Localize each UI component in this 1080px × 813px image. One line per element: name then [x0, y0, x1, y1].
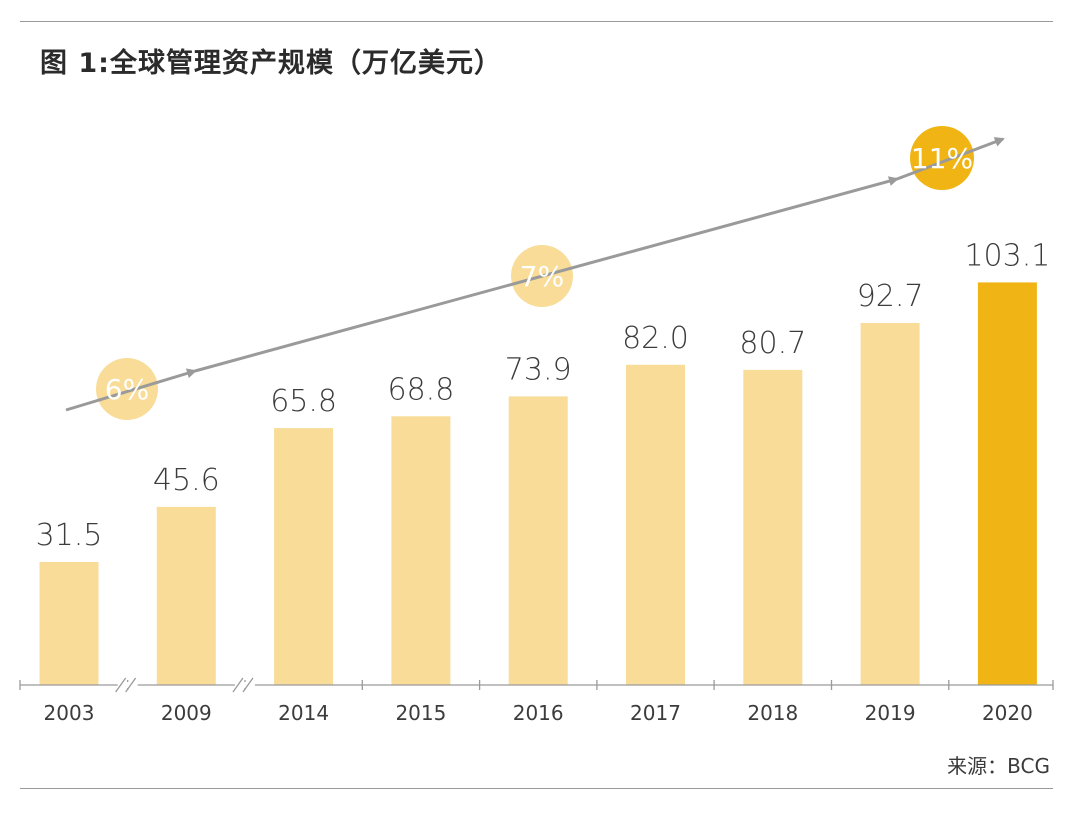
growth-rate-circle-1	[96, 358, 158, 420]
x-tick-label-2014: 2014	[278, 701, 329, 725]
bar-2015	[391, 416, 451, 685]
x-tick-label-2009: 2009	[161, 701, 212, 725]
bar-2003	[39, 562, 99, 685]
growth-trend: 6% 7% 11%	[65, 126, 1005, 420]
value-label-2019: 92.7	[857, 279, 924, 314]
top-rule	[20, 21, 1053, 22]
x-tick-label-2020: 2020	[982, 701, 1033, 725]
axis-break-2009	[232, 677, 255, 693]
chart-title: 图 1:全球管理资产规模（万亿美元）	[40, 48, 502, 79]
growth-arrow-3	[896, 137, 1005, 181]
x-tick-label-2019: 2019	[865, 701, 916, 725]
x-tick-label-2017: 2017	[630, 701, 681, 725]
value-label-2014: 65.8	[270, 384, 337, 419]
bars-layer: 31.5 45.6 65.8 68.8 73.9 82.0 80.7 92.7 103.1	[36, 238, 1050, 685]
growth-arrow-1	[65, 368, 197, 412]
value-label-2009: 45.6	[153, 463, 220, 498]
x-tick-label-2016: 2016	[513, 701, 564, 725]
bar-2014	[274, 428, 334, 685]
x-tick-label-2015: 2015	[395, 701, 446, 725]
bar-2009	[156, 506, 216, 685]
x-axis: 2003 2009 2014 2015 2016 2017 2018 2019 2020	[19, 677, 1054, 725]
bar-2020	[977, 282, 1037, 685]
bar-2018	[743, 369, 803, 685]
value-label-2003: 31.5	[36, 518, 103, 553]
source-note: 来源：BCG	[947, 754, 1050, 778]
growth-arrow-2	[194, 176, 899, 373]
x-tick-label-2018: 2018	[747, 701, 798, 725]
bar-2019	[860, 323, 920, 685]
value-label-2020: 103.1	[964, 238, 1050, 273]
value-label-2015: 68.8	[388, 372, 455, 407]
growth-rate-label-1: 6%	[105, 373, 149, 406]
value-label-2017: 82.0	[622, 321, 689, 356]
axis-break-2003	[115, 677, 138, 693]
growth-rate-label-2: 7%	[520, 260, 564, 293]
bottom-rule	[20, 788, 1053, 789]
value-label-2016: 73.9	[505, 352, 572, 387]
growth-rate-label-3: 11%	[911, 142, 973, 175]
value-label-2018: 80.7	[739, 326, 806, 361]
growth-rate-circle-3	[910, 126, 974, 190]
x-tick-label-2003: 2003	[44, 701, 95, 725]
bar-2017	[626, 364, 685, 685]
bar-2016	[508, 396, 568, 685]
